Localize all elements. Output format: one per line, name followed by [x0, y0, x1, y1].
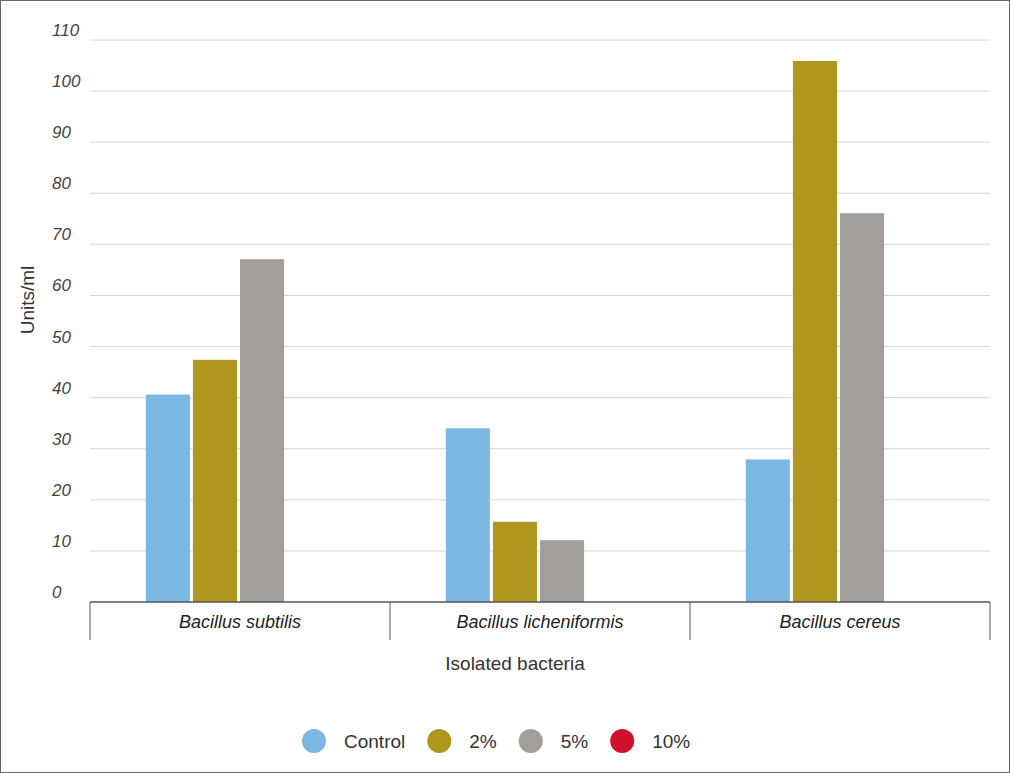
y-tick-label: 20: [51, 481, 71, 500]
y-tick-label: 100: [52, 72, 81, 91]
legend-swatch: [302, 729, 326, 753]
legend-label: Control: [344, 731, 405, 752]
category-separator: [990, 602, 991, 640]
bar: [540, 540, 584, 602]
legend: Control 2% 5% 10%: [302, 729, 690, 753]
legend-swatch: [427, 729, 451, 753]
bar: [746, 459, 790, 602]
y-tick-label: 80: [52, 174, 71, 193]
bar: [493, 522, 537, 602]
category-separator: [690, 602, 691, 640]
y-tick-label: 30: [52, 430, 71, 449]
grid-line: [90, 142, 990, 143]
legend-swatch: [519, 729, 543, 753]
legend-label: 10%: [652, 731, 690, 752]
grid-line: [90, 193, 990, 194]
category-separator: [390, 602, 391, 640]
x-axis-line: [90, 601, 990, 603]
bar: [146, 395, 190, 602]
chart-root: 0 10 20 30 40 50 60 70 80 90 100 110 Bacillus subtil…: [0, 0, 1010, 773]
x-tick-label: Bacillus subtilis: [179, 612, 301, 632]
frame: [1, 1, 1010, 773]
grid-line: [90, 91, 990, 92]
bar: [840, 213, 884, 602]
y-tick-label: 50: [52, 328, 71, 347]
category-separator: [90, 602, 91, 640]
y-tick-label: 70: [52, 225, 71, 244]
y-tick-label: 0: [52, 583, 62, 602]
bar: [793, 61, 837, 602]
y-axis-label: Units/ml: [17, 266, 38, 335]
y-tick-label: 10: [52, 532, 71, 551]
y-tick-label: 40: [52, 379, 71, 398]
legend-swatch: [610, 729, 634, 753]
legend-label: 5%: [561, 731, 589, 752]
x-tick-label: Bacillus licheniformis: [456, 612, 623, 632]
legend-label: 2%: [469, 731, 497, 752]
grid-line: [90, 40, 990, 41]
bars: [146, 61, 884, 602]
chart-svg: 0 10 20 30 40 50 60 70 80 90 100 110 Bacillus subtil…: [0, 0, 1010, 773]
bar: [193, 360, 237, 602]
bar: [446, 428, 490, 602]
y-tick-label: 90: [52, 123, 71, 142]
y-tick-label: 60: [52, 276, 71, 295]
bar: [240, 259, 284, 602]
x-tick-label: Bacillus cereus: [779, 612, 900, 632]
y-tick-label: 110: [52, 21, 80, 40]
x-axis-label: Isolated bacteria: [445, 653, 585, 674]
